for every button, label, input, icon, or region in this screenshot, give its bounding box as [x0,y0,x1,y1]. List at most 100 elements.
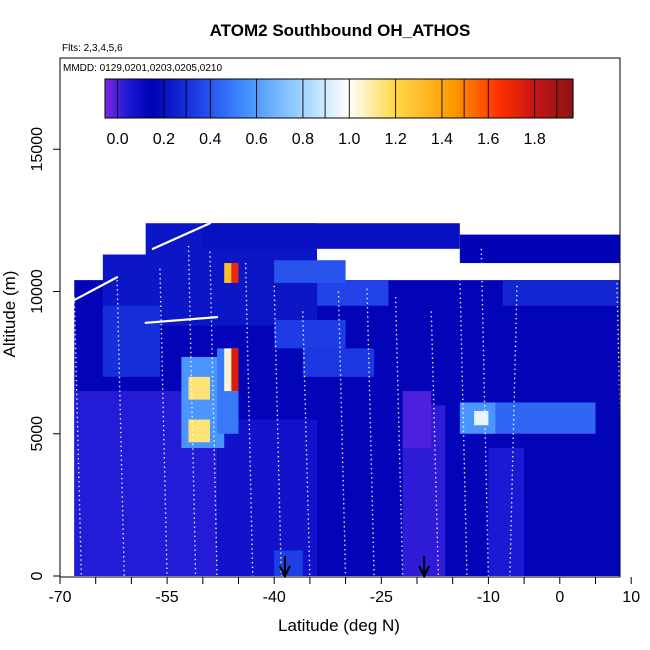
colorbar-tick-label: 1.2 [384,131,406,148]
colorbar-tick-label: 0.6 [245,131,267,148]
colorbar-swatch [171,79,176,118]
colorbar-swatch [530,79,535,118]
x-tick-label: -55 [156,589,179,606]
heatmap-cell [302,348,375,377]
arrow-markers [279,556,431,579]
flight-track [459,274,468,577]
colorbar-tick-label: 0.8 [292,131,314,148]
heatmap-cell [217,419,318,576]
colorbar-swatch [108,79,114,118]
colorbar-swatch [253,79,258,118]
colorbar-swatch [553,79,558,118]
colorbar-swatch [331,79,336,118]
colorbar-tick-label: 1.6 [477,131,499,148]
heatmap-cell [502,280,620,306]
colorbar-swatch [444,79,449,118]
colorbar-swatch [370,79,375,118]
colorbar-swatch [417,79,422,118]
colorbar-swatch [510,79,516,118]
colorbar-swatch [565,79,570,118]
colorbar-swatch [206,79,211,118]
colorbar-swatch [303,79,309,118]
colorbar-swatch [214,79,219,118]
colorbar-swatch [428,79,434,118]
flight-track [645,283,650,578]
colorbar-swatch [420,79,426,118]
colorbar-swatch [241,79,246,118]
colorbar-swatch [358,79,363,118]
colorbar-swatch [151,79,157,118]
colorbar-swatch [272,79,278,118]
colorbar-swatch [319,79,324,118]
heatmap-cell [231,263,239,283]
colorbar-swatch [491,79,496,118]
colorbar-swatch [229,79,235,118]
colorbar-swatch [233,79,239,118]
chart-title: ATOM2 Southbound OH_ATHOS [210,21,471,40]
colorbar-swatch [432,79,438,118]
colorbar-swatch [397,79,402,118]
colorbar-swatch [175,79,180,118]
colorbar-swatch [366,79,371,118]
colorbar-swatch [350,79,356,118]
colorbar-swatch [120,79,126,118]
colorbar-swatch [424,79,430,118]
heatmap-cell [188,376,210,400]
colorbar-swatch [545,79,551,118]
colorbar-swatch [389,79,395,118]
colorbar-swatch [218,79,223,118]
colorbar-swatch [280,79,285,118]
colorbar-swatch [202,79,207,118]
colorbar-tick-label: 1.0 [338,131,360,148]
colorbar-swatch [292,79,297,118]
colorbar-tick-label: 0.0 [106,131,128,148]
heatmap-cell [474,410,489,426]
colorbar-swatch [436,79,441,118]
colorbar: 0.0 0.2 0.4 0.6 0.8 1.0 1.2 1.4 1.6 1.8 [104,78,574,148]
dates-note: MMDD: 0129,0201,0203,0205,0210 [63,63,222,74]
colorbar-swatch [140,79,145,118]
heatmap [74,223,620,576]
x-tick-label: 0 [555,589,564,606]
colorbar-swatch [190,79,196,118]
flight-track [337,291,347,577]
colorbar-swatch [315,79,321,118]
colorbar-tick-label: 0.4 [199,131,221,148]
colorbar-swatch [385,79,391,118]
arrow-marker-head [418,565,431,579]
heatmap-cell [488,447,525,576]
arrow-marker-head [279,565,291,579]
colorbar-swatch [179,79,184,118]
colorbar-swatch [456,79,461,118]
colorbar-swatch [471,79,477,118]
x-tick-label: -25 [370,589,393,606]
heatmap-cell [459,234,620,264]
colorbar-swatch [413,79,418,118]
colorbar-swatch [222,79,227,118]
colorbar-swatch [163,79,168,118]
colorbar-swatch [307,79,313,118]
colorbar-swatch [136,79,141,118]
colorbar-swatch [514,79,519,118]
colorbar-swatch [245,79,250,118]
x-axis-label: Latitude (deg N) [278,616,400,635]
y-tick-label: 15000 [29,127,46,172]
colorbar-swatch [323,79,328,118]
colorbar-swatch [300,79,305,118]
colorbar-swatch [362,79,367,118]
colorbar-swatch [498,79,504,118]
colorbar-swatch [144,79,149,118]
colorbar-swatch [541,79,547,118]
colorbar-swatch [561,79,566,118]
colorbar-swatch [569,79,574,118]
colorbar-swatch [327,79,332,118]
flight-track [159,268,168,577]
colorbar-swatch [225,79,231,118]
flight-track [394,297,404,577]
heatmap-cell [317,280,389,306]
colorbar-swatch [483,79,488,118]
heatmap-cell [102,305,160,377]
colorbar-swatch [186,79,192,118]
colorbar-swatch [288,79,293,118]
colorbar-swatch [335,79,340,118]
